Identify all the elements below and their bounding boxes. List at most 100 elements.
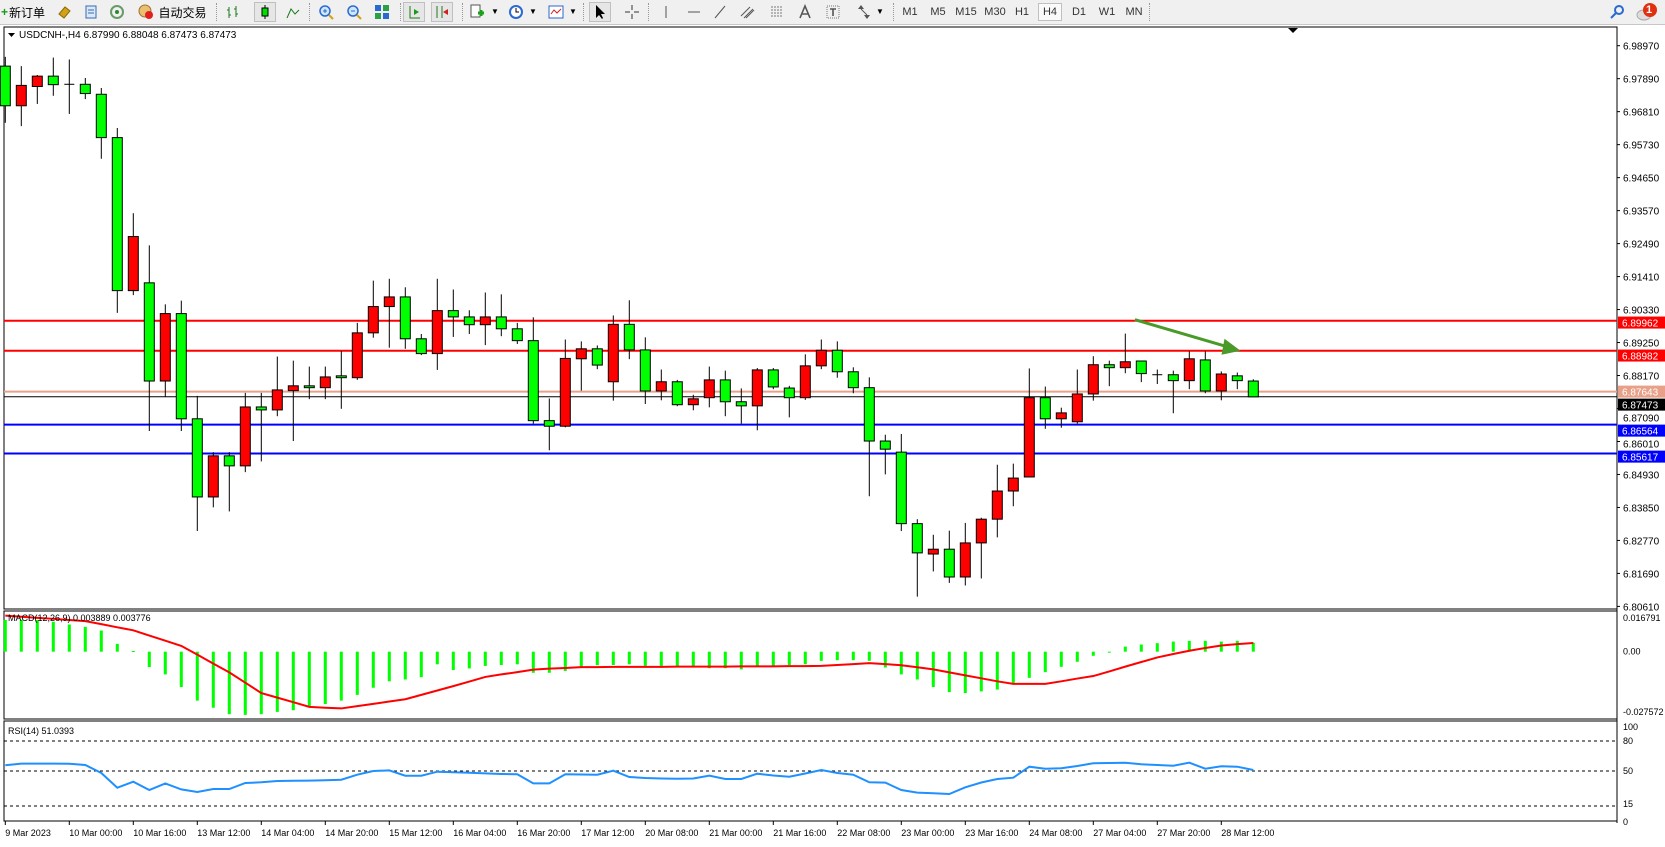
- current-price-tag: [1618, 398, 1665, 411]
- price-axis-label: 6.94650: [1623, 174, 1660, 185]
- indicators-dropdown-arrow[interactable]: ▼: [491, 7, 499, 16]
- macd-histogram-bar: [899, 651, 903, 675]
- crosshair-icon[interactable]: [622, 2, 642, 22]
- macd-histogram-bar: [355, 651, 359, 695]
- macd-histogram-bar: [627, 651, 631, 665]
- macd-histogram-bar: [99, 630, 103, 652]
- candle-body: [1103, 364, 1115, 369]
- time-axis-label: 23 Mar 00:00: [901, 828, 954, 838]
- time-axis-label: 22 Mar 08:00: [837, 828, 890, 838]
- vertical-line-icon[interactable]: [656, 2, 676, 22]
- macd-histogram-bar: [595, 651, 599, 666]
- macd-histogram-bar: [819, 651, 823, 661]
- cursor-button[interactable]: [589, 2, 611, 22]
- candle-body: [127, 236, 139, 292]
- signal-radio-icon[interactable]: [107, 2, 127, 22]
- macd-histogram-bar: [1203, 640, 1207, 652]
- fibonacci-retracement-icon[interactable]: [767, 2, 787, 22]
- macd-histogram-bar: [1059, 651, 1063, 667]
- rsi-axis-label: 0: [1623, 817, 1628, 827]
- candlestick-chart-button[interactable]: [254, 2, 276, 22]
- macd-histogram-bar: [163, 651, 167, 675]
- timeframe-m5[interactable]: M5: [930, 6, 946, 18]
- time-axis-label: 21 Mar 00:00: [709, 828, 762, 838]
- periods-dropdown-arrow[interactable]: ▼: [529, 7, 537, 16]
- candle-body: [1055, 412, 1067, 420]
- separator: [893, 3, 894, 21]
- candle-body: [639, 349, 651, 392]
- zoom-in-icon[interactable]: [316, 2, 336, 22]
- time-axis-label: 10 Mar 16:00: [133, 828, 186, 838]
- new-order-button[interactable]: + 新订单: [0, 2, 46, 22]
- candle-body: [703, 379, 715, 399]
- candle-body: [319, 376, 331, 389]
- search-icon[interactable]: [1607, 2, 1627, 22]
- price-tag-label: 6.87643: [1622, 388, 1659, 399]
- bar-chart-button[interactable]: [223, 2, 243, 22]
- macd-histogram-bar: [739, 651, 743, 670]
- gold-icon[interactable]: [54, 2, 74, 22]
- timeframe-w1[interactable]: W1: [1098, 6, 1116, 18]
- timeframe-mn[interactable]: MN: [1125, 6, 1143, 18]
- timeframe-d1[interactable]: D1: [1071, 6, 1087, 18]
- trendline-icon[interactable]: [710, 2, 730, 22]
- equidistant-channel-icon[interactable]: [738, 2, 758, 22]
- periods-clock-icon[interactable]: [506, 2, 526, 22]
- indicators-icon[interactable]: [467, 2, 487, 22]
- chart-shift-button[interactable]: [431, 2, 453, 22]
- zoom-out-icon[interactable]: [344, 2, 364, 22]
- candle-body: [847, 371, 859, 389]
- candle-body: [431, 310, 443, 355]
- tile-windows-icon[interactable]: [372, 2, 392, 22]
- market-watch-icon[interactable]: [81, 2, 101, 22]
- price-axis-label: 6.82770: [1623, 536, 1660, 547]
- macd-histogram-bar: [131, 650, 135, 652]
- text-label-icon[interactable]: [823, 2, 843, 22]
- macd-histogram-bar: [611, 651, 615, 665]
- candle-body: [383, 296, 395, 308]
- chart-shift-marker[interactable]: [1288, 28, 1298, 33]
- auto-trading-button[interactable]: 自动交易: [134, 2, 210, 22]
- time-axis-label: 15 Mar 12:00: [389, 828, 442, 838]
- price-axis-label: 6.93570: [1623, 207, 1660, 218]
- macd-histogram-bar: [403, 651, 407, 680]
- timeframe-m30[interactable]: M30: [984, 6, 1006, 18]
- notifications-button[interactable]: 1: [1634, 2, 1660, 22]
- timeframe-m1[interactable]: M1: [902, 6, 918, 18]
- rsi-axis-label: 80: [1623, 736, 1633, 746]
- timeframe-m15[interactable]: M15: [955, 6, 977, 18]
- candle-body: [831, 349, 843, 373]
- horizontal-line-icon[interactable]: [684, 2, 704, 22]
- timeframe-h4[interactable]: H4: [1038, 3, 1062, 21]
- price-axis-label: 6.81690: [1623, 569, 1660, 580]
- candle-body: [351, 332, 363, 379]
- candle-body: [863, 387, 875, 442]
- macd-histogram-bar: [371, 651, 375, 688]
- templates-icon[interactable]: [546, 2, 566, 22]
- arrows-icon[interactable]: [854, 2, 874, 22]
- trend-arrow[interactable]: [1134, 318, 1231, 350]
- price-chart[interactable]: 6.98970 6.97890 6.96810 6.95730 6.94650 6.935…: [0, 25, 1665, 844]
- auto-scroll-button[interactable]: [403, 2, 425, 22]
- line-chart-button[interactable]: [283, 2, 303, 22]
- chart-window[interactable]: 6.98970 6.97890 6.96810 6.95730 6.94650 6.935…: [0, 25, 1665, 844]
- main-price-pane[interactable]: [3, 26, 1618, 610]
- plus-icon: +: [0, 5, 8, 19]
- candle-body: [575, 348, 587, 360]
- arrows-dropdown-arrow[interactable]: ▼: [876, 7, 884, 16]
- macd-histogram-bar: [211, 651, 215, 708]
- candle-body: [1183, 358, 1195, 382]
- candle-body: [687, 398, 699, 406]
- horizontal-line-price-tag: [1618, 349, 1665, 362]
- symbol-dropdown-icon[interactable]: [8, 33, 15, 37]
- text-icon[interactable]: [795, 2, 815, 22]
- macd-histogram-bar: [1091, 651, 1095, 656]
- macd-pane[interactable]: [3, 610, 1618, 720]
- candle-body: [1087, 364, 1099, 395]
- macd-histogram-bar: [1187, 640, 1191, 652]
- horizontal-line-price-tag: [1618, 450, 1665, 463]
- time-axis-label: 23 Mar 16:00: [965, 828, 1018, 838]
- templates-dropdown-arrow[interactable]: ▼: [569, 7, 577, 16]
- macd-histogram-bar: [883, 651, 887, 668]
- timeframe-h1[interactable]: H1: [1014, 6, 1030, 18]
